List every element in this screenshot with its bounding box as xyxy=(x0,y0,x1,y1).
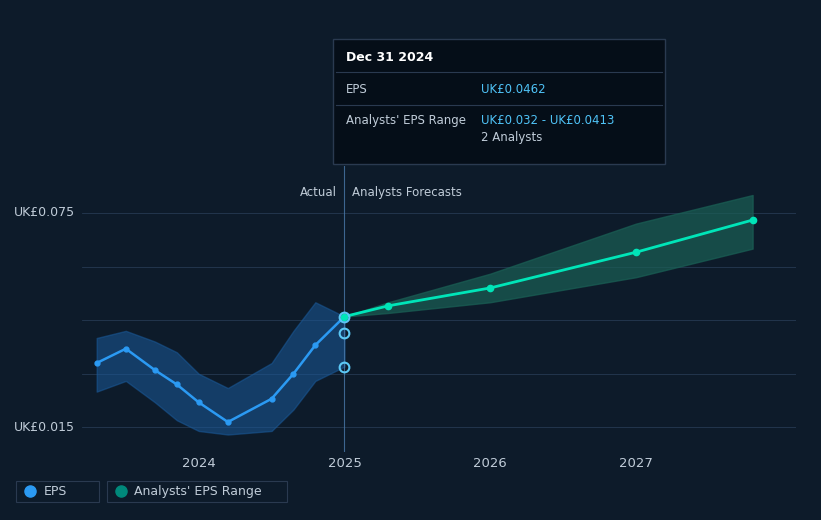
Text: 2 Analysts: 2 Analysts xyxy=(481,132,543,145)
Text: Actual: Actual xyxy=(300,186,337,199)
Text: EPS: EPS xyxy=(44,485,67,498)
Text: EPS: EPS xyxy=(346,83,367,96)
Text: Dec 31 2024: Dec 31 2024 xyxy=(346,51,433,64)
Text: UK£0.0462: UK£0.0462 xyxy=(481,83,546,96)
Text: Analysts' EPS Range: Analysts' EPS Range xyxy=(346,114,466,127)
Text: UK£0.032 - UK£0.0413: UK£0.032 - UK£0.0413 xyxy=(481,114,614,127)
Text: Analysts' EPS Range: Analysts' EPS Range xyxy=(134,485,261,498)
Text: UK£0.075: UK£0.075 xyxy=(14,206,75,219)
Text: Analysts Forecasts: Analysts Forecasts xyxy=(351,186,461,199)
Text: UK£0.015: UK£0.015 xyxy=(14,421,75,434)
